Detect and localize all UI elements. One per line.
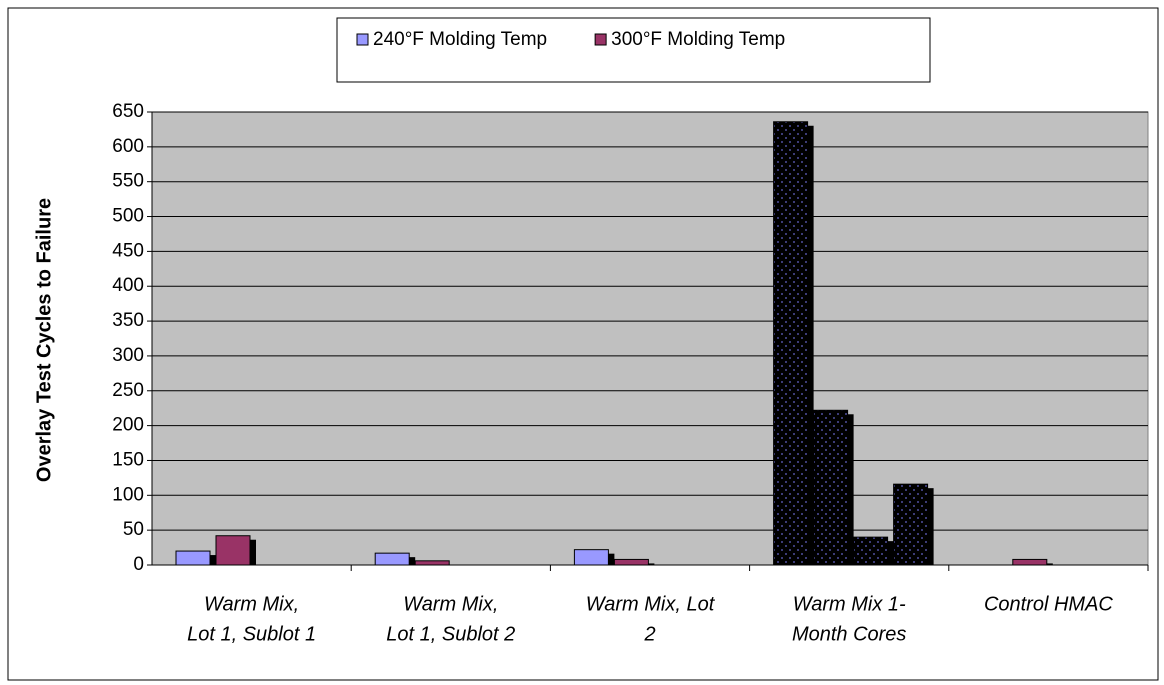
bar: [573, 549, 609, 566]
y-axis-label: Overlay Test Cycles to Failure: [33, 198, 55, 482]
x-tick-label: Lot 1, Sublot 1: [187, 623, 316, 645]
bar: [853, 536, 889, 566]
bar-side: [210, 555, 216, 565]
legend-swatch: [594, 33, 607, 46]
bar: [414, 560, 450, 566]
x-tick-label: Control HMAC: [984, 593, 1113, 615]
y-tick-label: 400: [112, 275, 144, 296]
legend-box: [336, 17, 931, 83]
y-tick-label: 100: [112, 484, 144, 505]
x-tick-label: Month Cores: [792, 623, 907, 645]
bar-side: [1046, 563, 1053, 565]
bar-side: [409, 557, 416, 565]
x-tick-label: Warm Mix, Lot: [586, 593, 716, 615]
bar: [893, 483, 929, 566]
y-tick-label: 150: [112, 449, 144, 470]
bar-side: [250, 539, 256, 565]
x-tick-label: Lot 1, Sublot 2: [386, 623, 515, 645]
bar: [175, 550, 211, 566]
legend-swatch: [356, 33, 369, 46]
bar-side: [927, 488, 934, 565]
legend-label: 300°F Molding Temp: [611, 29, 785, 50]
legend-label: 240°F Molding Temp: [373, 29, 547, 50]
y-tick-label: 500: [112, 206, 144, 227]
bar-side: [847, 414, 854, 565]
bar: [773, 121, 809, 566]
y-tick-label: 550: [112, 171, 144, 192]
bar: [613, 558, 649, 566]
plot-area: [151, 111, 1149, 566]
y-tick-label: 250: [112, 380, 144, 401]
x-tick-label: 2: [643, 623, 655, 645]
bar-side: [887, 541, 894, 565]
y-tick-label: 0: [133, 554, 144, 575]
y-tick-label: 650: [112, 101, 144, 122]
bar-side: [807, 125, 814, 565]
y-tick-label: 50: [123, 519, 144, 540]
x-tick-label: Warm Mix,: [403, 593, 498, 615]
bar: [813, 409, 849, 566]
bar: [215, 535, 251, 566]
bar: [374, 552, 410, 566]
y-tick-label: 450: [112, 240, 144, 261]
y-tick-label: 350: [112, 310, 144, 331]
y-tick-label: 200: [112, 415, 144, 436]
y-tick-label: 600: [112, 136, 144, 157]
bar-side: [648, 563, 655, 565]
x-tick-label: Warm Mix,: [204, 593, 299, 615]
bar-side: [608, 553, 615, 565]
bar: [1012, 558, 1048, 566]
x-tick-label: Warm Mix 1-: [793, 593, 906, 615]
y-tick-label: 300: [112, 345, 144, 366]
